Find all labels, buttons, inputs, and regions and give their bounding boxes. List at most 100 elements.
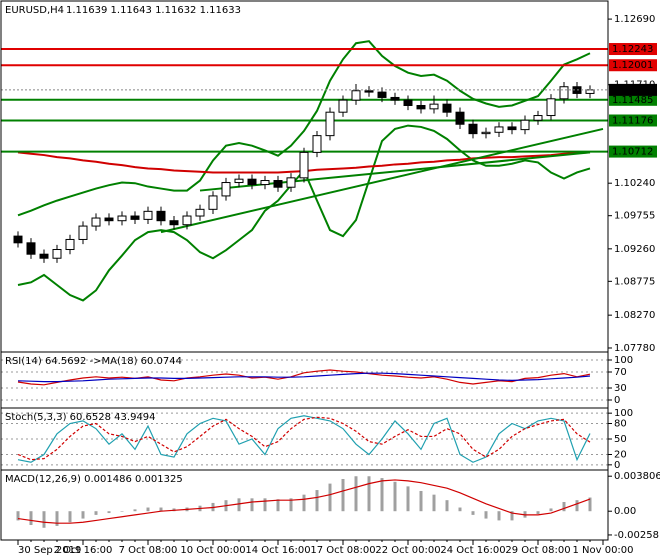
y-tick-label: -0.002581 [614, 530, 660, 541]
candle-body [234, 178, 244, 184]
histogram-bar [146, 507, 150, 512]
y-tick-label: 1.08775 [614, 276, 655, 287]
y-tick-label: 1.08270 [614, 310, 655, 321]
histogram-bar [406, 486, 410, 512]
panel-frame [0, 469, 609, 541]
histogram-bar [510, 511, 514, 521]
x-tick-label: 22 Oct 00:00 [375, 545, 440, 556]
level-label: 1.12243 [612, 44, 653, 55]
current-price-bg [609, 83, 657, 96]
candle-body [260, 180, 270, 186]
candle-body [312, 135, 322, 153]
candle-body [104, 217, 114, 222]
histogram-bar [549, 508, 553, 512]
current-price-label: 1.11633 [612, 85, 653, 96]
level-label: 1.11176 [612, 116, 653, 127]
histogram-bar [302, 494, 306, 512]
candle-body [65, 238, 75, 251]
candle-body [182, 215, 192, 226]
y-tick-label: 1.09755 [614, 211, 655, 222]
histogram-bar [159, 507, 163, 512]
candle-body [351, 90, 361, 101]
candle-body [286, 177, 296, 188]
trend-line [160, 127, 604, 234]
histogram-bar [484, 511, 488, 519]
x-tick-label: 17 Oct 08:00 [310, 545, 375, 556]
indicator-line [17, 369, 591, 386]
histogram-bar [250, 498, 254, 512]
histogram-bar [588, 497, 592, 512]
y-tick-label: 80 [614, 419, 627, 430]
histogram-bar [55, 511, 59, 526]
candle-body [52, 249, 62, 259]
panel-title: MACD(12,26,9) 0.001486 0.001325 [5, 474, 183, 485]
histogram-bar [237, 498, 241, 512]
histogram-bar [94, 511, 98, 515]
histogram-bar [81, 511, 85, 519]
histogram-bar [68, 511, 72, 523]
candle-body [39, 253, 49, 259]
candle-body [377, 91, 387, 98]
signal-line [17, 479, 591, 524]
candle-body [481, 131, 491, 135]
y-tick-label: 1.09260 [614, 244, 655, 255]
y-tick-label: 0 [614, 460, 620, 471]
level-label: 1.11485 [612, 95, 653, 106]
candle-body [143, 210, 153, 220]
histogram-bar [263, 498, 267, 512]
candle-body [403, 99, 413, 106]
histogram-bar [458, 507, 462, 512]
candle-body [338, 99, 348, 113]
histogram-bar [42, 511, 46, 528]
candle-body [390, 96, 400, 101]
y-tick-label: 0.003806 [614, 471, 660, 482]
histogram-bar [471, 511, 475, 515]
trend-line [199, 151, 591, 192]
candle-body [520, 119, 530, 131]
y-tick-label: 0.00 [614, 506, 636, 517]
candle-body [130, 215, 140, 220]
histogram-bar [536, 511, 540, 514]
level-label-bg [609, 59, 657, 72]
y-tick-label: 1.07780 [614, 343, 655, 354]
chart-subtitle: 1.11639 1.11643 1.11632 1.11633 [66, 5, 241, 16]
candle-body [91, 217, 101, 227]
histogram-bar [354, 476, 358, 512]
panel-title: Stoch(5,3,3) 60.6528 43.9494 [5, 412, 156, 423]
candle-body [585, 89, 595, 94]
candle-body [468, 123, 478, 135]
histogram-bar [133, 509, 137, 512]
histogram-bar [120, 511, 124, 512]
y-tick-label: 1.10240 [614, 178, 655, 189]
candle-body [273, 180, 283, 188]
histogram-bar [341, 479, 345, 512]
candle-body [442, 103, 452, 113]
indicator-line [17, 372, 591, 383]
x-tick-label: 30 Sep 2019 [18, 545, 81, 556]
candle-body [78, 225, 88, 240]
candle-body [169, 220, 179, 226]
level-label-bg [609, 114, 657, 127]
candle-body [221, 182, 231, 197]
candle-body [455, 111, 465, 125]
y-tick-label: 100 [614, 408, 633, 419]
histogram-bar [445, 500, 449, 512]
overlay-line [17, 40, 591, 217]
x-tick-label: 29 Oct 08:00 [505, 545, 570, 556]
y-tick-label: 30 [614, 383, 627, 394]
candle-body [247, 178, 257, 186]
indicator-line [17, 415, 591, 463]
y-tick-label: 20 [614, 450, 627, 461]
histogram-bar [328, 483, 332, 512]
x-tick-label: 7 Oct 08:00 [119, 545, 178, 556]
candle-body [546, 98, 556, 117]
histogram-bar [276, 499, 280, 512]
x-tick-label: 10 Oct 00:00 [180, 545, 245, 556]
candle-body [325, 111, 335, 137]
level-label-bg [609, 93, 657, 106]
y-tick-label: 70 [614, 367, 627, 378]
histogram-bar [419, 490, 423, 512]
candle-body [26, 242, 36, 255]
candle-body [208, 195, 218, 210]
